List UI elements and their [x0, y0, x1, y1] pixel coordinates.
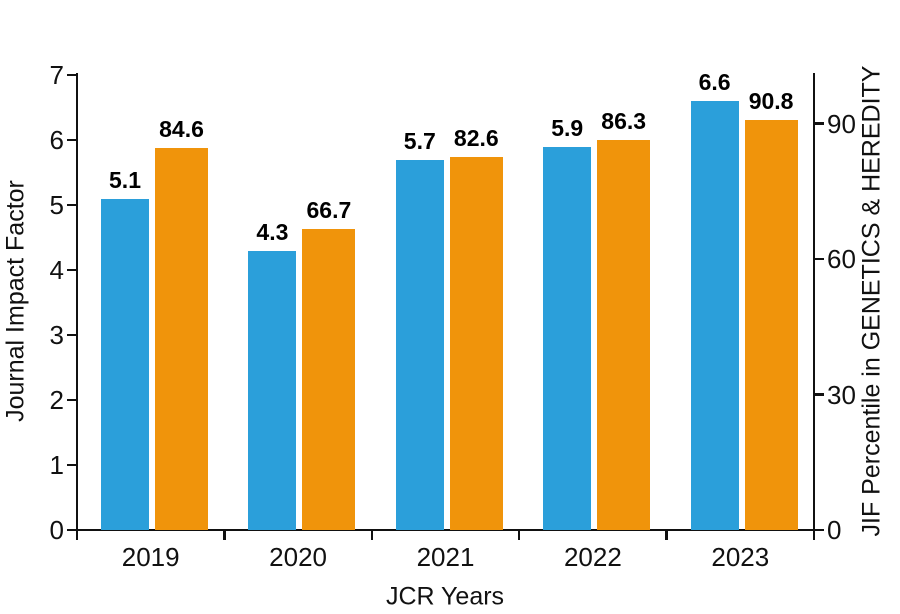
- percentile-bar-2021: [449, 157, 503, 530]
- bar-value-label: 5.7: [403, 127, 436, 154]
- percentile-bar-2020: [302, 228, 356, 530]
- left-axis-line: [75, 73, 79, 531]
- right-axis-tick-label: 0: [827, 515, 842, 545]
- x-axis-tick: [665, 531, 668, 540]
- percentile-bar-2019: [155, 148, 208, 530]
- x-axis-tick: [370, 531, 374, 540]
- bar-value-label: 6.6: [698, 69, 731, 95]
- x-axis-tick: [75, 531, 79, 540]
- x-tick-label-2020: 2020: [269, 542, 328, 572]
- left-axis-tick: [67, 203, 76, 207]
- x-axis-tick: [812, 531, 816, 540]
- left-axis-tick-label: 5: [49, 190, 64, 220]
- x-axis-tick: [223, 531, 226, 540]
- x-axis-tick: [517, 531, 521, 540]
- bar-value-label: 86.3: [601, 108, 647, 135]
- left-axis-tick-label: 2: [49, 385, 64, 415]
- left-axis-tick-label: 6: [49, 125, 64, 155]
- bar-value-label: 66.7: [306, 196, 352, 223]
- left-axis-tick-label: 0: [49, 515, 64, 545]
- left-axis-tick-label: 7: [49, 60, 64, 90]
- left-axis-tick: [67, 398, 76, 402]
- bar-value-label: 4.3: [256, 218, 289, 245]
- left-axis-tick: [67, 528, 76, 532]
- jif-bar-2020: [248, 250, 297, 530]
- bar-value-label: 5.9: [551, 114, 584, 141]
- left-axis-title: Journal Impact Factor: [1, 180, 30, 422]
- jif-bar-2019: [101, 198, 149, 530]
- right-axis-tick-label: 60: [827, 244, 856, 275]
- x-tick-label-2019: 2019: [121, 542, 180, 572]
- left-axis-tick: [67, 333, 76, 337]
- left-axis-tick-label: 1: [49, 450, 64, 480]
- left-axis-tick: [67, 268, 76, 272]
- right-axis-tick: [815, 528, 824, 532]
- percentile-bar-2022: [597, 140, 651, 530]
- right-axis-tick-label: 30: [827, 379, 856, 410]
- jif-bar-2022: [543, 146, 592, 530]
- left-axis-tick-label: 3: [49, 320, 64, 350]
- x-axis-line: [75, 528, 816, 532]
- left-axis-tick: [67, 73, 76, 77]
- right-axis-tick: [815, 257, 824, 261]
- right-axis-tick-label: 90: [827, 108, 856, 139]
- right-axis-tick: [815, 122, 824, 125]
- bar-value-label: 90.8: [748, 88, 794, 115]
- jif-bar-2023: [690, 101, 739, 530]
- bar-value-label: 84.6: [159, 116, 204, 143]
- left-axis-tick-label: 4: [49, 255, 64, 285]
- bar-value-label: 82.6: [453, 125, 499, 152]
- right-axis-title: JIF Percentile in GENETICS & HEREDITY: [857, 65, 886, 537]
- percentile-bar-2023: [744, 120, 798, 530]
- right-axis-line: [812, 73, 816, 531]
- x-axis-title: JCR Years: [385, 582, 505, 611]
- left-axis-tick: [67, 138, 76, 142]
- jif-bar-2021: [395, 159, 444, 530]
- x-tick-label-2023: 2023: [711, 542, 770, 572]
- right-axis-tick: [815, 393, 824, 396]
- x-tick-label-2022: 2022: [563, 542, 622, 572]
- bar-value-label: 5.1: [109, 166, 141, 193]
- left-axis-tick: [67, 463, 76, 467]
- x-tick-label-2021: 2021: [416, 542, 475, 572]
